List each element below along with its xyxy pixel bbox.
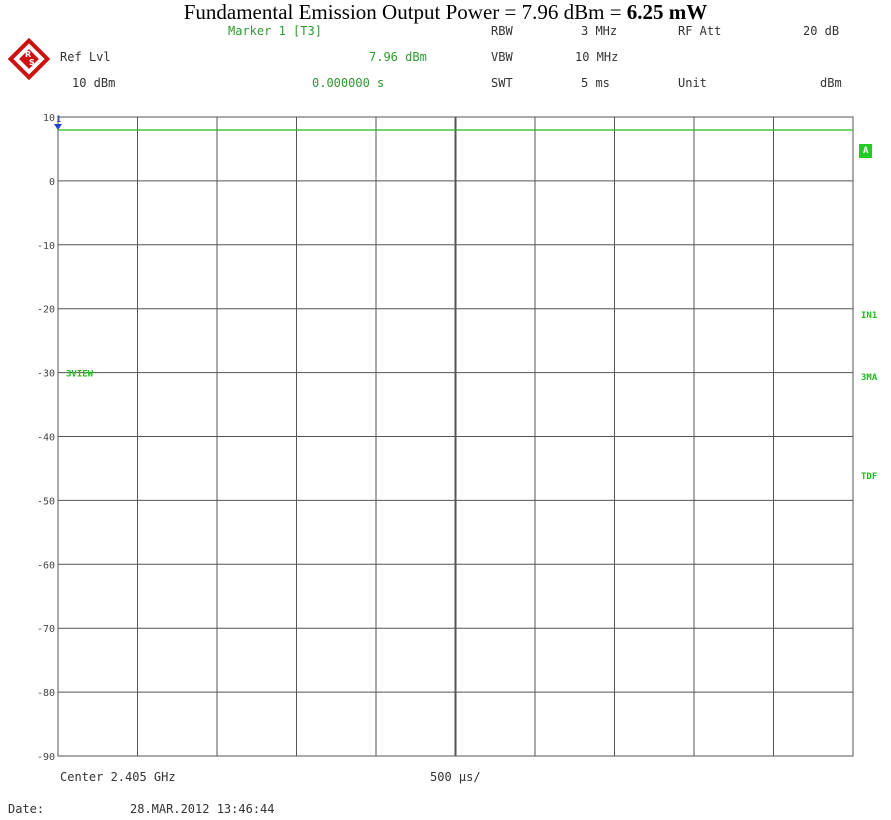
y-tick-label: -60	[37, 560, 55, 571]
y-tick-label: -10	[37, 241, 55, 252]
y-tick-label: -80	[37, 688, 55, 699]
trace-a-badge: A	[859, 144, 872, 158]
span-per-division: 500 µs/	[430, 770, 481, 784]
y-tick-label: 10	[43, 113, 55, 124]
y-tick-label: -30	[37, 369, 55, 380]
date-label: Date:	[8, 802, 44, 816]
y-tick-label: -50	[37, 496, 55, 507]
date-value: 28.MAR.2012 13:46:44	[130, 802, 275, 816]
input-label: IN1	[861, 311, 877, 321]
y-tick-label: -70	[37, 624, 55, 635]
y-tick-label: -40	[37, 433, 55, 444]
center-frequency: Center 2.405 GHz	[60, 770, 176, 784]
view-mode-label: 3VIEW	[66, 370, 94, 380]
tdf-label: TDF	[861, 472, 877, 482]
y-tick-label: -20	[37, 305, 55, 316]
trace-mode-label: 3MA	[861, 373, 877, 383]
y-tick-label: -90	[37, 752, 55, 763]
y-tick-label: 0	[49, 177, 55, 188]
marker-number: 1	[56, 115, 61, 125]
